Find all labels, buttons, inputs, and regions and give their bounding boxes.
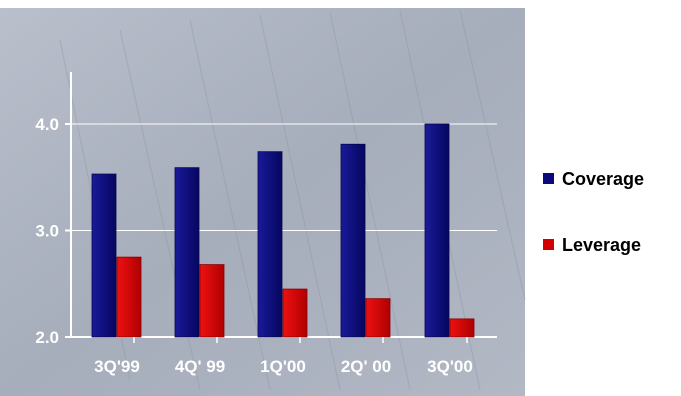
- bar-leverage-4: [449, 318, 475, 338]
- x-tick-label: 2Q' 00: [341, 357, 391, 376]
- bar-leverage-1: [199, 264, 225, 338]
- x-tick-label: 3Q'00: [427, 357, 473, 376]
- x-tick-label: 1Q'00: [260, 357, 306, 376]
- y-tick-labels: 2.0 3.0 4.0: [35, 115, 59, 347]
- x-tick-label: 4Q' 99: [175, 357, 225, 376]
- bar-coverage-4: [424, 123, 450, 338]
- y-tick-label: 3.0: [35, 222, 59, 241]
- x-tick-label: 3Q'99: [94, 357, 140, 376]
- x-tick-labels: 3Q'99 4Q' 99 1Q'00 2Q' 00 3Q'00: [94, 357, 473, 376]
- legend: Coverage Leverage: [543, 169, 644, 255]
- bars: [91, 123, 475, 343]
- y-tick-label: 4.0: [35, 115, 59, 134]
- bar-coverage-0: [91, 173, 117, 338]
- bar-leverage-2: [282, 288, 308, 338]
- legend-label-coverage: Coverage: [562, 169, 644, 189]
- bar-coverage-1: [174, 167, 200, 338]
- legend-swatch-coverage: [543, 173, 554, 184]
- bar-leverage-3: [365, 298, 391, 338]
- bar-coverage-2: [257, 151, 283, 338]
- bar-leverage-0: [116, 256, 142, 338]
- bar-coverage-3: [340, 143, 366, 338]
- legend-label-leverage: Leverage: [562, 235, 641, 255]
- legend-swatch-leverage: [543, 239, 554, 250]
- y-tick-label: 2.0: [35, 328, 59, 347]
